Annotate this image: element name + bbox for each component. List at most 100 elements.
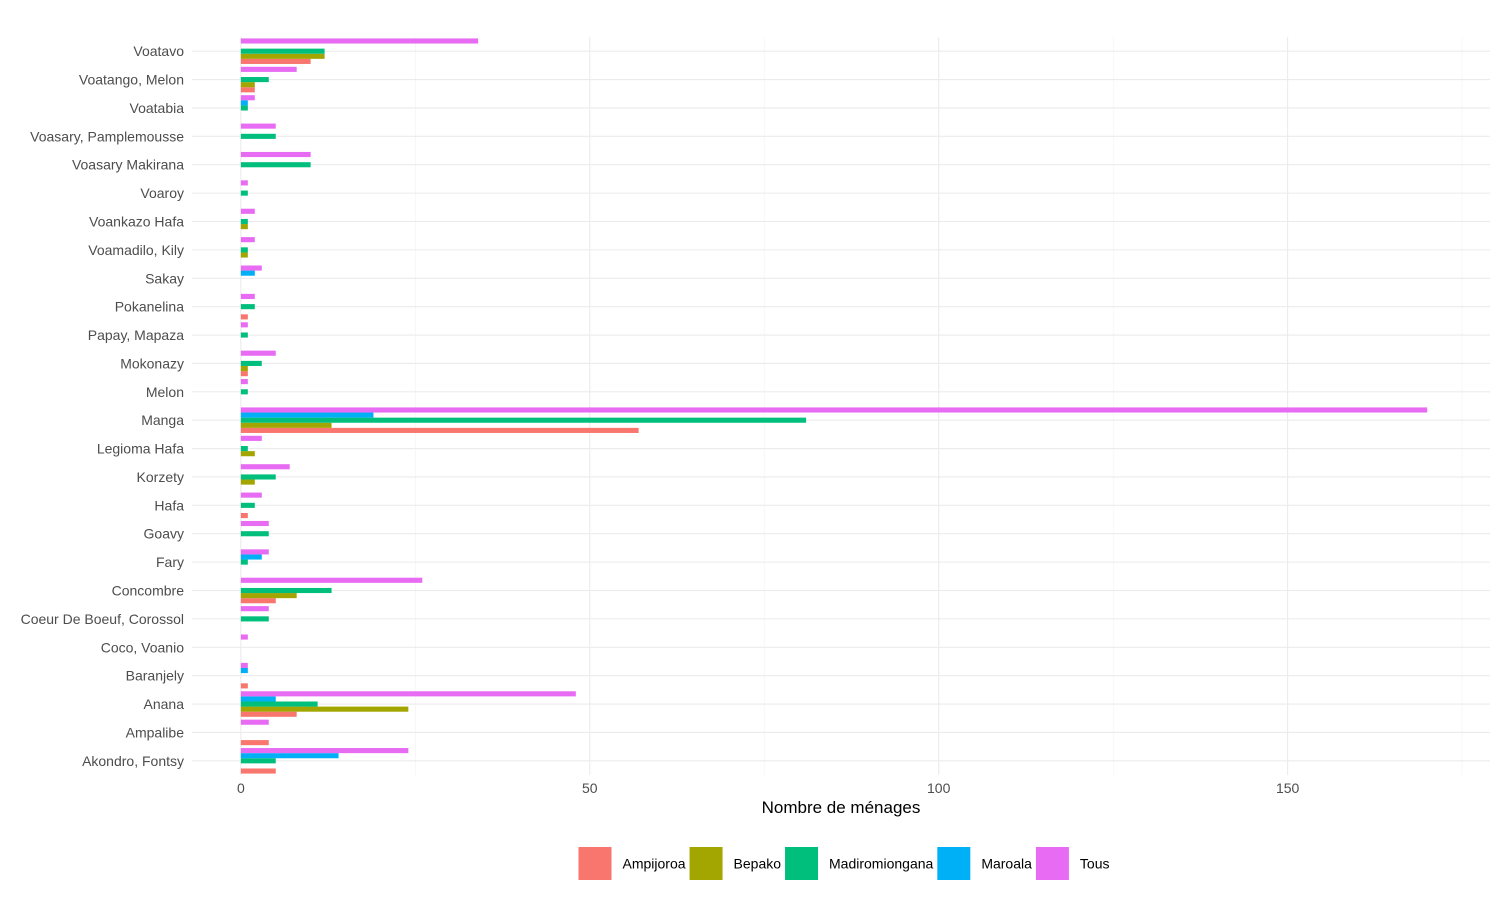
legend: Ampijoroa Bepako Madiromiongana Maroala Tous	[578, 847, 1109, 880]
bar	[240, 667, 248, 674]
bar	[240, 123, 276, 129]
legend-swatch	[1035, 847, 1069, 880]
bar	[240, 82, 255, 88]
bar	[240, 95, 255, 101]
bar	[240, 587, 332, 594]
bar	[240, 706, 409, 712]
legend-item: Maroala	[937, 847, 1032, 880]
y-tick-label: Fary	[156, 554, 184, 570]
bar	[240, 758, 276, 764]
y-tick-label: Voaroy	[140, 185, 184, 201]
y-tick-label: Papay, Mapaza	[88, 327, 184, 343]
legend-swatch	[578, 847, 612, 880]
y-tick-label: Coco, Voanio	[101, 639, 184, 655]
bar	[240, 740, 269, 746]
legend-item: Madiromiongana	[785, 847, 934, 880]
legend-item: Ampijoroa	[578, 847, 686, 880]
y-tick-label: Voasary Makirana	[72, 157, 184, 173]
bar	[240, 265, 262, 271]
bar	[240, 208, 255, 214]
y-tick-label: Korzety	[137, 469, 184, 485]
bar	[240, 58, 311, 64]
x-axis-tick-labels: 0 50 100 150	[237, 780, 1300, 796]
y-tick-label: Anana	[144, 696, 185, 712]
bar	[240, 247, 248, 253]
bar	[240, 252, 248, 258]
bar	[240, 513, 248, 519]
bar	[240, 332, 248, 338]
y-tick-label: Concombre	[112, 583, 185, 599]
bar	[240, 407, 1428, 413]
bar	[240, 412, 374, 418]
y-tick-label: Baranjely	[126, 668, 184, 684]
bar	[240, 133, 276, 139]
bar	[240, 549, 269, 555]
bar	[240, 180, 248, 186]
legend-label: Maroala	[981, 856, 1032, 872]
legend-swatch	[937, 847, 971, 880]
legend-item: Tous	[1035, 847, 1109, 880]
x-tick-label: 0	[237, 780, 245, 796]
bar	[240, 371, 248, 377]
x-tick-label: 150	[1276, 780, 1300, 796]
bar	[240, 606, 269, 612]
y-tick-label: Ampalibe	[126, 724, 185, 740]
bar	[240, 662, 248, 668]
y-tick-label: Melon	[146, 384, 184, 400]
bar	[240, 593, 297, 599]
bar	[240, 701, 318, 707]
bar	[240, 322, 248, 328]
bar	[240, 531, 269, 537]
bar	[240, 360, 262, 366]
y-tick-label: Voatango, Melon	[79, 72, 184, 88]
bar	[240, 379, 248, 385]
y-tick-label: Hafa	[154, 497, 184, 513]
y-tick-label: Coeur De Boeuf, Corossol	[21, 611, 184, 627]
bar	[240, 559, 248, 565]
bar	[240, 100, 248, 106]
bar	[240, 634, 248, 640]
bar	[240, 520, 269, 527]
bar	[240, 577, 423, 583]
bar	[240, 417, 807, 423]
bar	[240, 492, 262, 498]
bar	[240, 151, 311, 158]
y-tick-label: Pokanelina	[115, 299, 184, 315]
bar	[240, 389, 248, 395]
legend-label: Ampijoroa	[623, 856, 686, 872]
bar	[240, 422, 332, 428]
bars-layer	[240, 38, 1428, 774]
bar	[240, 218, 248, 225]
y-tick-label: Voatavo	[133, 43, 184, 59]
bar	[240, 502, 255, 508]
bar	[240, 48, 325, 54]
bar	[240, 696, 276, 702]
bar	[240, 365, 248, 372]
bar	[240, 464, 290, 470]
y-tick-label: Goavy	[144, 526, 184, 542]
y-tick-label: Akondro, Fontsy	[82, 753, 184, 769]
bar	[240, 270, 255, 276]
bar	[240, 753, 339, 759]
y-tick-label: Voamadilo, Kily	[88, 242, 184, 258]
legend-label: Bepako	[734, 856, 782, 872]
bar	[240, 768, 276, 774]
y-tick-label: Manga	[141, 412, 184, 428]
x-tick-label: 50	[582, 780, 598, 796]
bar	[240, 38, 479, 44]
bar	[240, 162, 311, 168]
y-axis-tick-labels: Voatavo Voatango, Melon Voatabia Voasary, P…	[21, 43, 185, 769]
bar	[240, 293, 255, 299]
bar	[240, 598, 276, 604]
bar	[240, 105, 248, 111]
bar	[240, 446, 248, 452]
bar	[240, 314, 248, 320]
bar	[240, 554, 262, 560]
legend-swatch	[689, 847, 723, 880]
bar	[240, 237, 255, 243]
bar	[240, 190, 248, 196]
legend-swatch	[785, 847, 819, 880]
bar	[240, 616, 269, 622]
